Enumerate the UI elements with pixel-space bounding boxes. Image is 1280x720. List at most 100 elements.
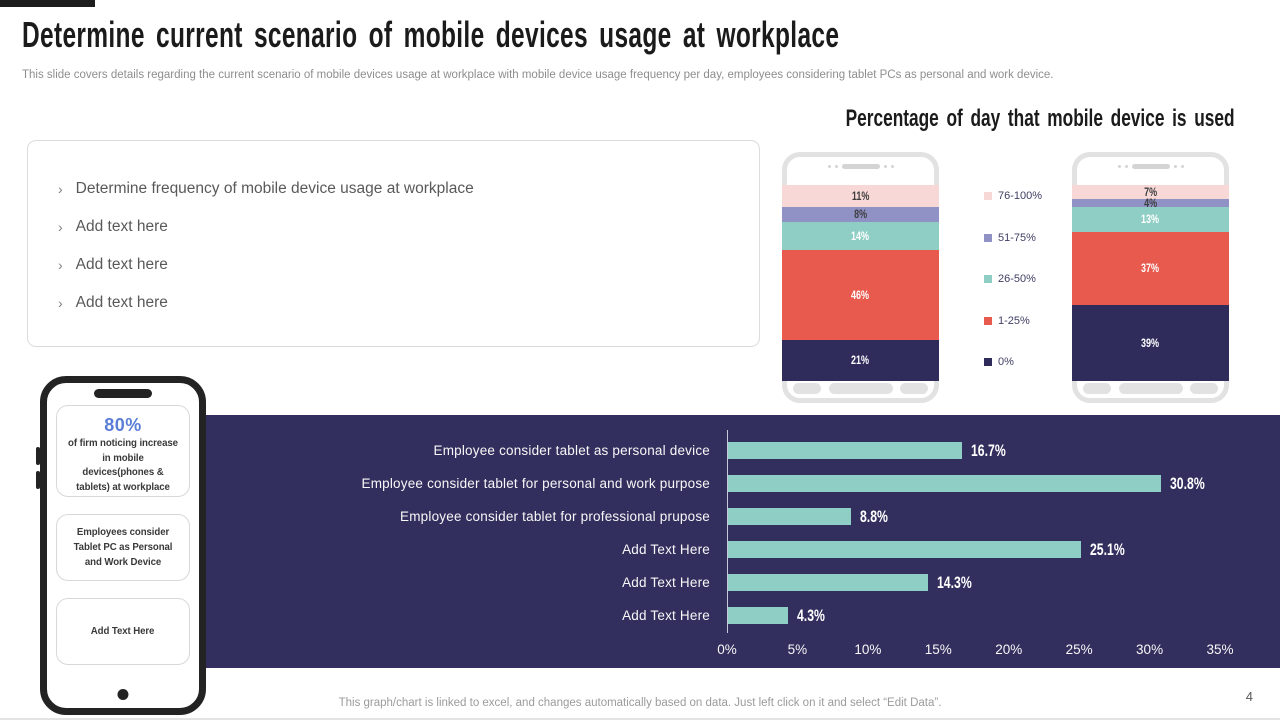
hbar-value-label: 8.8%: [859, 506, 888, 526]
phone-speaker-icon: [827, 164, 894, 169]
bullet-marker-icon: ›: [58, 256, 63, 273]
phone-buttons-icon: [793, 383, 928, 394]
stat-caption: of firm noticing increase in mobile devi…: [68, 437, 178, 494]
page-subtitle: This slide covers details regarding the …: [22, 69, 1054, 81]
x-axis-ticks: 0% 5% 10% 15% 20% 25% 30% 35%: [717, 642, 1233, 660]
legend-swatch-icon: [984, 233, 992, 242]
y-axis-line: [727, 430, 728, 633]
stack-segment-label: 37%: [1141, 261, 1160, 276]
hbar-value-label: 30.8%: [1169, 473, 1205, 493]
info-phone: 80% of firm noticing increase in mobile …: [36, 376, 206, 715]
stacked-chart-phone-right[interactable]: 7% 4% 13% 37% 39%: [1072, 152, 1229, 403]
hbar-track: 4.3%: [727, 605, 1220, 625]
hbar-bar: [727, 541, 1081, 558]
list-item[interactable]: › Add text here: [58, 292, 739, 313]
stacked-chart-title: Percentage of day that mobile device is …: [845, 105, 1235, 132]
stack-segment-label: 7%: [1143, 184, 1158, 199]
phone-speaker-icon: [1117, 164, 1184, 169]
hbar-row: Add Text Here 25.1%: [205, 533, 1280, 566]
list-item-text: Add text here: [75, 293, 168, 311]
stack-segment-label: 13%: [1141, 212, 1160, 227]
list-item-text: Add text here: [75, 217, 168, 235]
stack-segment: 39%: [1072, 304, 1229, 381]
x-tick-label: 25%: [1065, 642, 1093, 657]
x-tick-label: 15%: [924, 642, 952, 657]
phone-buttons-icon: [1083, 383, 1218, 394]
hbar-rows: Employee consider tablet as personal dev…: [205, 434, 1280, 632]
legend: 76-100% 51-75% 26-50% 1-25% 0%: [984, 190, 1042, 368]
legend-item: 76-100%: [984, 190, 1042, 202]
list-item-text: Determine frequency of mobile device usa…: [75, 179, 474, 197]
hbar-panel[interactable]: Employee consider tablet as personal dev…: [205, 415, 1280, 668]
legend-label: 76-100%: [998, 190, 1043, 202]
x-tick-label: 30%: [1136, 642, 1164, 657]
stack-segment: 14%: [782, 222, 939, 250]
bullet-list: › Determine frequency of mobile device us…: [27, 140, 760, 347]
top-accent-strip: [0, 0, 95, 7]
hbar-value-label: 4.3%: [796, 605, 825, 625]
stack-segment-label: 46%: [851, 287, 870, 302]
legend-label: 0%: [998, 356, 1014, 368]
hbar-row: Employee consider tablet for personal an…: [205, 467, 1280, 500]
page-title: Determine current scenario of mobile dev…: [22, 14, 840, 55]
hbar-category-label: Employee consider tablet for professiona…: [400, 509, 710, 524]
hbar-value-label: 16.7%: [971, 440, 1006, 460]
legend-swatch-icon: [984, 358, 992, 366]
stack-segment: 46%: [782, 249, 939, 340]
stacked-bar-right: 7% 4% 13% 37% 39%: [1072, 185, 1229, 381]
stack-segment-label: 14%: [851, 228, 870, 243]
hbar-track: 30.8%: [727, 473, 1220, 493]
hbar-track: 25.1%: [727, 540, 1220, 559]
legend-label: 1-25%: [998, 314, 1030, 327]
hbar-category-label: Employee consider tablet as personal dev…: [433, 443, 710, 458]
hbar-row: Add Text Here 4.3%: [205, 599, 1280, 632]
hbar-category-label: Add Text Here: [622, 608, 710, 623]
stat-card: 80% of firm noticing increase in mobile …: [56, 405, 190, 497]
legend-label: 26-50%: [998, 273, 1036, 285]
stack-segment: 11%: [782, 185, 939, 207]
hbar-track: 16.7%: [727, 440, 1220, 460]
stack-segment: 4%: [1072, 195, 1229, 210]
hbar-value-label: 14.3%: [937, 572, 973, 592]
stack-segment-label: 4%: [1143, 195, 1158, 210]
placeholder-card[interactable]: Add Text Here: [56, 598, 190, 665]
info-card-text: Employees consider Tablet PC as Personal…: [73, 526, 173, 568]
legend-item: 0%: [984, 356, 1042, 368]
x-tick-label: 20%: [995, 642, 1023, 657]
x-tick-label: 0%: [717, 642, 737, 657]
stack-segment: 8%: [782, 206, 939, 223]
legend-label: 51-75%: [998, 231, 1036, 244]
hbar-row: Employee consider tablet for professiona…: [205, 500, 1280, 533]
stack-segment: 7%: [1072, 185, 1229, 199]
stack-segment: 13%: [1072, 206, 1229, 233]
hbar-bar: [727, 574, 929, 591]
list-item[interactable]: › Add text here: [58, 216, 739, 237]
list-item[interactable]: › Add text here: [58, 254, 739, 275]
stack-segment-label: 11%: [851, 188, 870, 203]
stack-segment-label: 21%: [851, 353, 870, 368]
legend-item: 51-75%: [984, 232, 1042, 244]
stack-segment-label: 39%: [1141, 335, 1160, 350]
legend-swatch-icon: [984, 192, 992, 200]
placeholder-card-text: Add Text Here: [91, 625, 155, 638]
hbar-track: 8.8%: [727, 506, 1220, 526]
bullet-marker-icon: ›: [58, 294, 63, 311]
info-card: Employees consider Tablet PC as Personal…: [56, 514, 190, 581]
legend-item: 1-25%: [984, 315, 1042, 327]
home-button-icon: [117, 689, 129, 700]
legend-swatch-icon: [984, 275, 992, 283]
volume-up-button-icon: [36, 447, 40, 465]
hbar-row: Employee consider tablet as personal dev…: [205, 434, 1280, 467]
legend-item: 26-50%: [984, 273, 1042, 285]
stacked-bar-left: 11% 8% 14% 46% 21%: [782, 185, 939, 381]
bullet-marker-icon: ›: [58, 180, 63, 197]
stacked-chart-phone-left[interactable]: 11% 8% 14% 46% 21%: [782, 152, 939, 403]
hbar-bar: [727, 508, 851, 525]
footer-note: This graph/chart is linked to excel, and…: [338, 697, 942, 709]
hbar-bar: [727, 607, 788, 624]
list-item[interactable]: › Determine frequency of mobile device us…: [58, 178, 739, 199]
hbar-category-label: Add Text Here: [622, 575, 710, 590]
legend-swatch-icon: [984, 316, 992, 325]
hbar-category-label: Add Text Here: [622, 542, 710, 557]
stack-segment: 37%: [1072, 232, 1229, 305]
